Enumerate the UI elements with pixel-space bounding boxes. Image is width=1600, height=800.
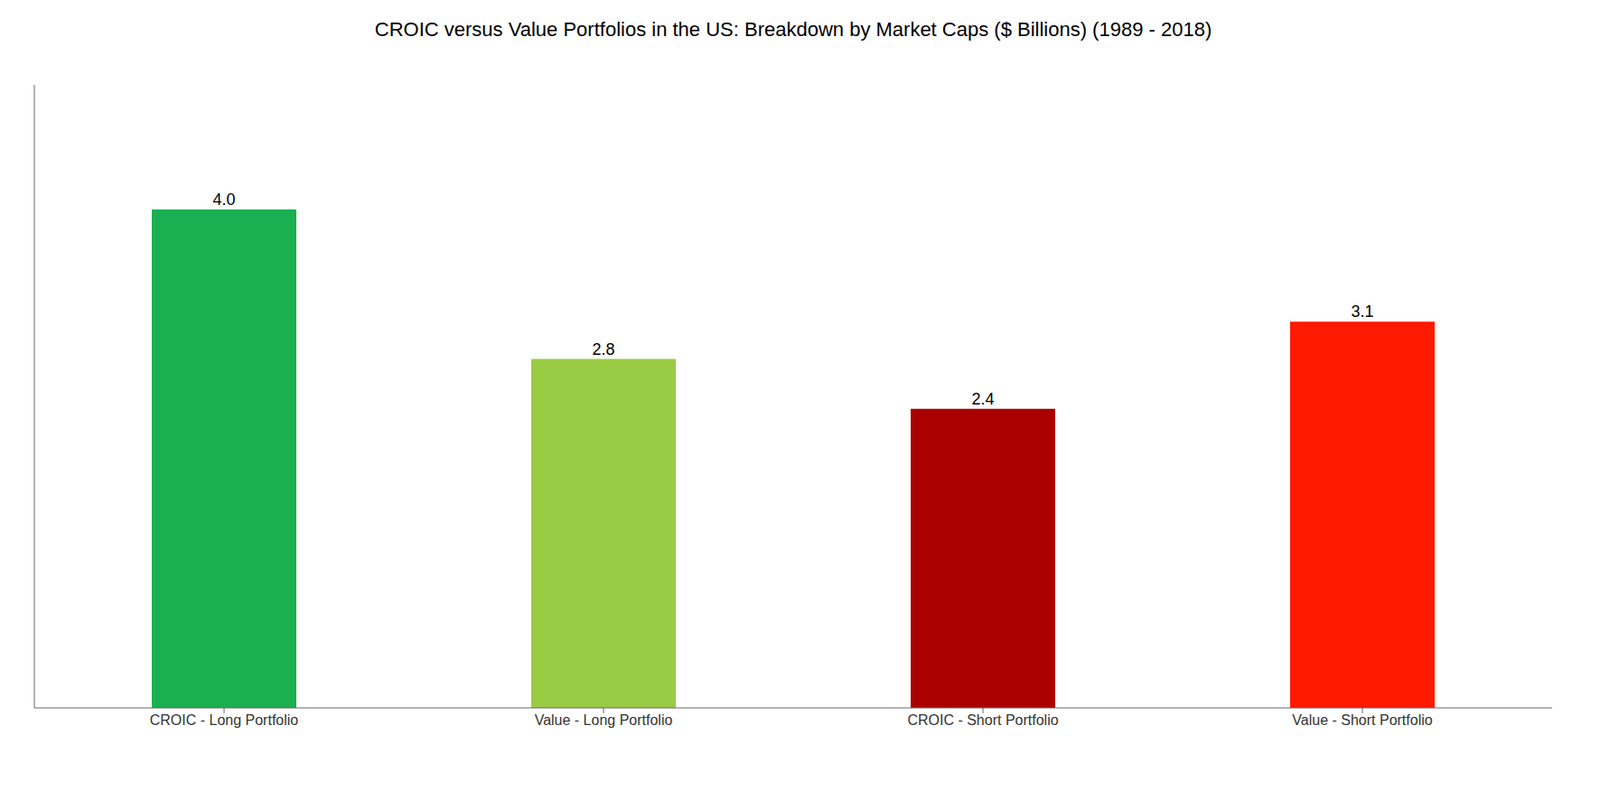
svg-text:Value - Long Portfolio: Value - Long Portfolio: [534, 712, 674, 729]
svg-text:3.1: 3.1: [1350, 302, 1374, 321]
svg-text:4.0: 4.0: [212, 190, 235, 209]
svg-text:CROIC - Short Portfolio: CROIC - Short Portfolio: [907, 712, 1058, 729]
svg-text:Value - Short Portfolio: Value - Short Portfolio: [1291, 712, 1432, 729]
svg-text:2.8: 2.8: [591, 340, 615, 359]
html-text:CROIC versus Value Portfolios: CROIC versus Value Portfolios in the US:…: [374, 18, 1212, 41]
svg-text:CROIC - Long Portfolio: CROIC - Long Portfolio: [149, 712, 300, 729]
svg-text:2.4: 2.4: [971, 390, 994, 409]
